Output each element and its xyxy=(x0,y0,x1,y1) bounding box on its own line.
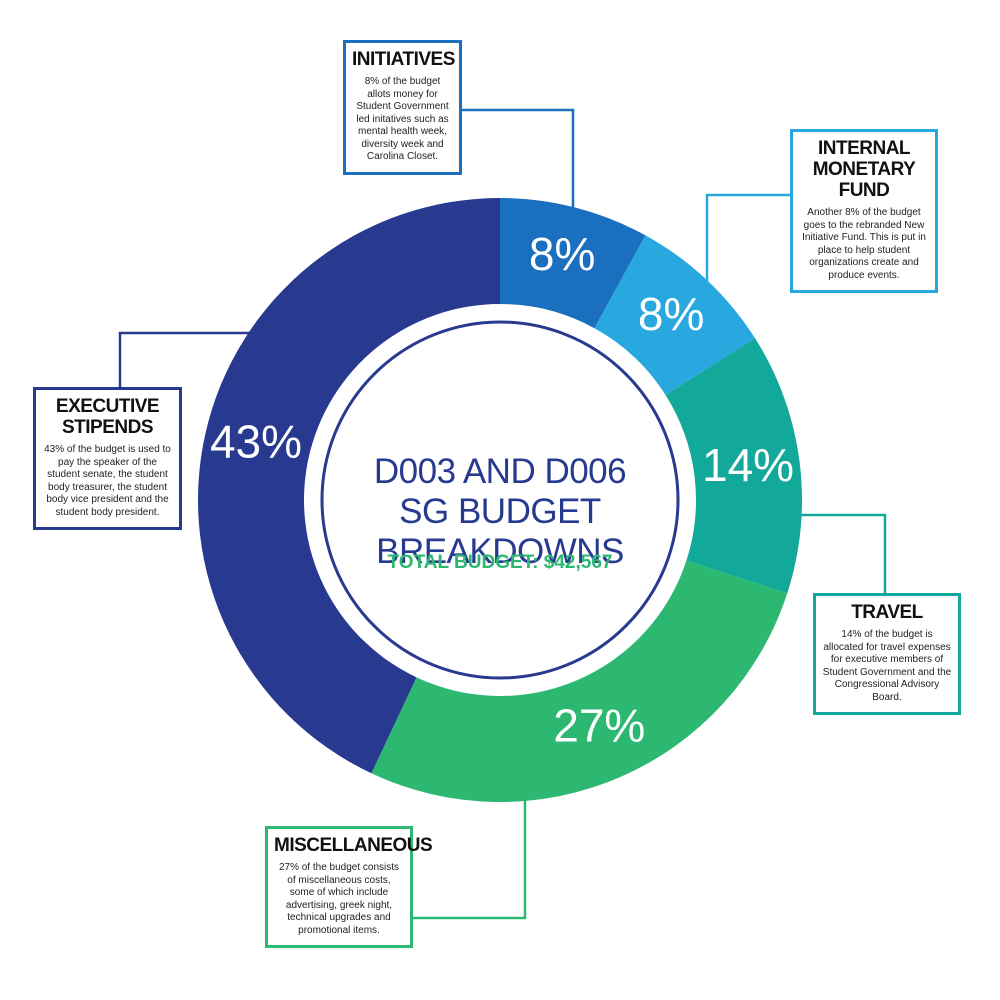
callout-description: 8% of the budget allots money for Studen… xyxy=(356,76,449,162)
value-label: 27% xyxy=(553,700,645,752)
donut-slice xyxy=(594,235,755,395)
value-label: 14% xyxy=(702,439,794,491)
value-label: 43% xyxy=(210,416,302,468)
callout-title: TRAVEL xyxy=(851,602,923,623)
callout-title: MISCELLANEOUS xyxy=(274,835,433,856)
callout-box: MISCELLANEOUS 27% of the budget consists … xyxy=(265,826,433,948)
callout-title: EXECUTIVE STIPENDS xyxy=(55,396,160,438)
donut-slice xyxy=(198,198,500,774)
donut-slice xyxy=(665,338,802,594)
inner-ring xyxy=(320,320,680,680)
callout-box: EXECUTIVE STIPENDS 43% of the budget is u… xyxy=(33,387,182,530)
callout-box: TRAVEL 14% of the budget is allocated for… xyxy=(813,593,961,715)
callout-description: 14% of the budget is allocated for trave… xyxy=(822,629,952,703)
value-label: 8% xyxy=(638,288,704,340)
callout-connector xyxy=(462,108,575,222)
callout-description: 43% of the budget is used to pay the spe… xyxy=(44,444,171,518)
chart-subtitle: TOTAL BUDGET: $42,567 xyxy=(387,552,613,573)
chart-title: D003 AND D006 SG BUDGET BREAKDOWNS xyxy=(373,452,627,571)
callout-description: 27% of the budget consists of miscellane… xyxy=(278,862,400,936)
callout-box: INTERNAL MONETARY FUND Another 8% of the … xyxy=(790,129,938,293)
callout-title: INTERNAL MONETARY FUND xyxy=(812,138,916,201)
callout-connector xyxy=(118,331,255,387)
donut-slice xyxy=(500,198,646,329)
callout-connector xyxy=(705,193,790,290)
callout-box: INITIATIVES 8% of the budget allots money… xyxy=(343,40,462,175)
callout-description: Another 8% of the budget goes to the reb… xyxy=(802,207,926,281)
callout-connector xyxy=(413,800,527,920)
callout-title: INITIATIVES xyxy=(352,49,455,70)
value-label: 8% xyxy=(529,228,595,280)
donut-slice xyxy=(371,560,788,802)
callout-connector xyxy=(800,513,887,593)
